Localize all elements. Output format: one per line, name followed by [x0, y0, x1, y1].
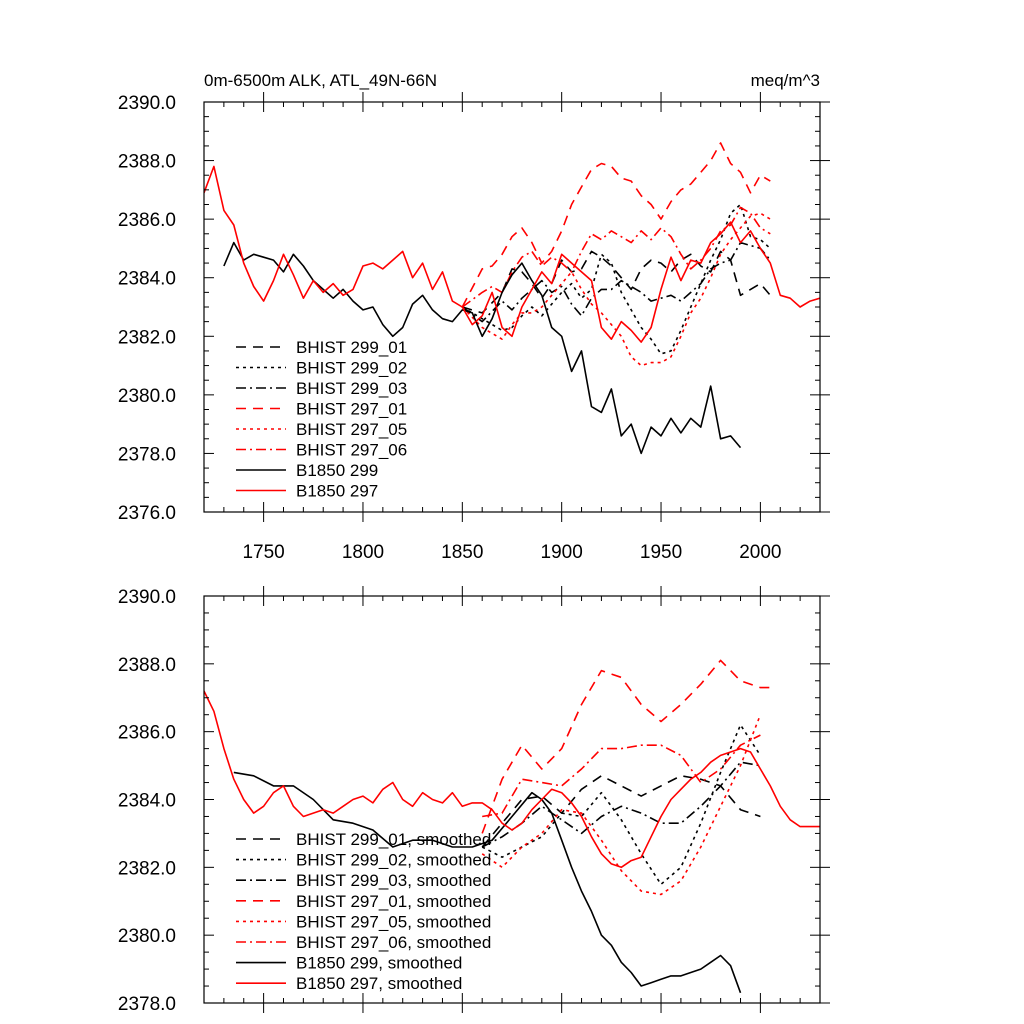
y-tick-label: 2384.0	[118, 269, 176, 290]
y-tick-label: 2390.0	[118, 93, 176, 114]
y-tick-label: 2380.0	[118, 386, 176, 407]
y-tick-label: 2380.0	[118, 926, 176, 947]
series-line-bottom-1	[481, 774, 761, 848]
x-tick-label: 2000	[739, 542, 781, 563]
top-title-left: 0m-6500m ALK, ATL_49N-66N	[204, 71, 437, 90]
legend-label: BHIST 299_01	[296, 338, 407, 357]
legend-label: BHIST 299_03	[296, 379, 407, 398]
y-tick-label: 2378.0	[118, 444, 176, 465]
series-line-top-5	[461, 212, 771, 367]
y-tick-label: 2388.0	[118, 655, 176, 676]
legend-label: BHIST 297_05	[296, 420, 407, 439]
x-tick-label: 1850	[441, 542, 483, 563]
legend-label: B1850 299	[296, 461, 378, 480]
y-tick-label: 2386.0	[118, 210, 176, 231]
series-line-bottom-7	[233, 771, 742, 994]
series-line-top-4	[461, 142, 771, 308]
series-line-top-2	[461, 203, 771, 355]
legend-label: BHIST 297_06	[296, 441, 407, 460]
y-tick-label: 2384.0	[118, 791, 176, 812]
y-tick-label: 2378.0	[118, 994, 176, 1015]
series-line-bottom-2	[481, 724, 762, 886]
legend-label: BHIST 297_05, smoothed	[296, 912, 491, 931]
legend-label: BHIST 297_01	[296, 400, 407, 419]
legend-label: B1850 297, smoothed	[296, 974, 462, 993]
y-tick-label: 2382.0	[118, 858, 176, 879]
legend-label: BHIST 297_06, smoothed	[296, 933, 491, 952]
x-tick-label: 1750	[242, 542, 284, 563]
y-tick-label: 2386.0	[118, 723, 176, 744]
plot-area	[204, 659, 820, 994]
x-tick-label: 1800	[342, 542, 384, 563]
plot-area	[204, 142, 820, 455]
series-line-bottom-3	[481, 761, 761, 848]
legend-label: BHIST 299_03, smoothed	[296, 871, 491, 890]
y-tick-label: 2382.0	[118, 327, 176, 348]
x-tick-label: 1900	[541, 542, 583, 563]
bottom-panel: 2378.0 2380.0 2382.0 2384.0 2386.0 2388.0 2390…	[118, 586, 830, 1015]
legend-label: BHIST 299_02	[296, 359, 407, 378]
x-tick-label: 1950	[640, 542, 682, 563]
series-line-bottom-6	[482, 734, 761, 818]
y-tick-label: 2390.0	[118, 587, 176, 608]
series-line-bottom-8	[204, 690, 820, 869]
y-tick-label: 2388.0	[118, 152, 176, 173]
legend-label: BHIST 299_01, smoothed	[296, 830, 491, 849]
series-line-top-7	[223, 241, 742, 455]
legend-label: BHIST 297_01, smoothed	[296, 892, 491, 911]
series-line-top-1	[462, 250, 771, 314]
legend-label: BHIST 299_02, smoothed	[296, 851, 491, 870]
top-panel: 0m-6500m ALK, ATL_49N-66N meq/m^3 1750 18…	[118, 71, 830, 563]
series-line-top-6	[461, 206, 771, 308]
y-tick-label: 2376.0	[118, 503, 176, 524]
legend-label: B1850 299, smoothed	[296, 954, 462, 973]
series-line-top-8	[204, 165, 820, 343]
series-line-bottom-5	[481, 714, 762, 896]
legend-label: B1850 297	[296, 482, 378, 501]
top-title-right: meq/m^3	[751, 71, 820, 90]
